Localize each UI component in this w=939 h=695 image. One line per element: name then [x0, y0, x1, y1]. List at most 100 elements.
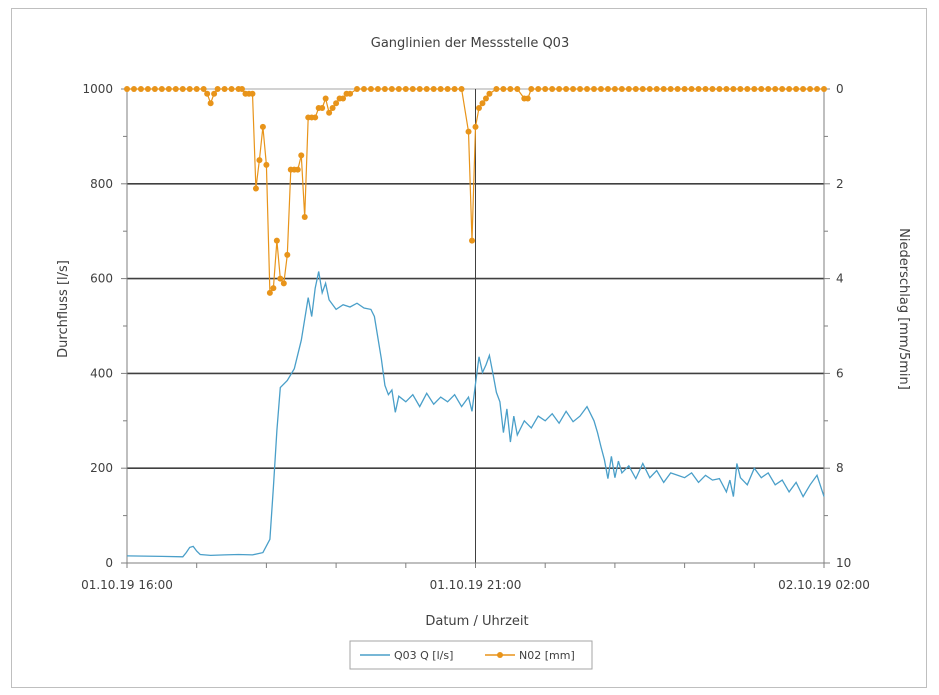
- n02-point: [469, 237, 476, 244]
- n02-point: [765, 86, 772, 92]
- n02-point: [347, 90, 354, 97]
- n02-point: [204, 90, 211, 97]
- y-left-tick-label: 800: [90, 177, 113, 191]
- n02-point: [458, 86, 465, 92]
- chart: Ganglinien der Messstelle Q03 Durchfluss…: [56, 36, 911, 670]
- n02-point: [395, 86, 402, 92]
- n02-point: [340, 95, 347, 102]
- n02-point: [165, 86, 172, 92]
- n02-point: [524, 95, 531, 102]
- n02-point: [437, 86, 444, 92]
- n02-point: [479, 100, 486, 107]
- y-right-tick-label: 10: [836, 556, 851, 570]
- n02-point: [193, 86, 200, 92]
- n02-point: [751, 86, 758, 92]
- n02-point: [256, 157, 263, 164]
- n02-point: [486, 90, 493, 97]
- n02-point: [207, 100, 214, 107]
- chart-frame: Ganglinien der Messstelle Q03 Durchfluss…: [11, 8, 927, 688]
- n02-point: [294, 166, 301, 173]
- n02-point: [381, 86, 388, 92]
- n02-point: [144, 86, 151, 92]
- n02-point: [807, 86, 814, 92]
- n02-point: [493, 86, 500, 92]
- n02-point: [263, 161, 270, 168]
- n02-point: [542, 86, 549, 92]
- n02-point: [688, 86, 695, 92]
- y-right-tick-label: 6: [836, 366, 844, 380]
- x-tick-label: 02.10.19 02:00: [778, 578, 870, 592]
- n02-point: [786, 86, 793, 92]
- n02-point: [221, 86, 228, 92]
- n02-point: [319, 104, 326, 111]
- legend-label-n02: N02 [mm]: [519, 649, 575, 662]
- y-right-tick-label: 4: [836, 272, 844, 286]
- n02-point: [475, 104, 482, 111]
- n02-point: [374, 86, 381, 92]
- n02-point: [744, 86, 751, 92]
- n02-point: [821, 86, 827, 92]
- n02-point: [472, 123, 479, 130]
- n02-point: [674, 86, 681, 92]
- n02-point: [611, 86, 618, 92]
- n02-point: [124, 86, 130, 92]
- plot-area: 0 200 400 600 800 1000 0 2 4 6 8 10 01.10.19 16:00 01…: [81, 82, 870, 592]
- n02-point: [172, 86, 179, 92]
- n02-point: [737, 86, 744, 92]
- n02-point: [266, 289, 273, 296]
- y-axis-right-label: Niederschlag [mm/5min]: [896, 228, 911, 390]
- n02-point: [556, 86, 563, 92]
- n02-point: [758, 86, 765, 92]
- n02-point: [814, 86, 821, 92]
- x-tick-label: 01.10.19 16:00: [81, 578, 173, 592]
- n02-point: [430, 86, 437, 92]
- n02-point: [326, 109, 333, 116]
- n02-point: [444, 86, 451, 92]
- n02-point: [535, 86, 542, 92]
- n02-point: [249, 90, 256, 97]
- n02-point: [151, 86, 158, 92]
- n02-point: [301, 213, 308, 220]
- n02-point: [388, 86, 395, 92]
- legend-label-q03: Q03 Q [l/s]: [394, 649, 453, 662]
- n02-point: [270, 285, 277, 292]
- n02-point: [549, 86, 556, 92]
- n02-point: [322, 95, 329, 102]
- n02-point: [360, 86, 367, 92]
- n02-point: [367, 86, 374, 92]
- n02-point: [772, 86, 779, 92]
- n02-point: [312, 114, 319, 121]
- n02-point: [563, 86, 570, 92]
- n02-point: [632, 86, 639, 92]
- n02-point: [211, 90, 218, 97]
- y-right-tick-label: 2: [836, 177, 844, 191]
- n02-point: [800, 86, 807, 92]
- n02-point: [590, 86, 597, 92]
- n02-point: [158, 86, 165, 92]
- n02-point: [186, 86, 193, 92]
- n02-point: [277, 275, 284, 282]
- y-left-tick-label: 0: [105, 556, 113, 570]
- n02-point: [660, 86, 667, 92]
- n02-point: [653, 86, 660, 92]
- y-right-tick-label: 0: [836, 82, 844, 96]
- n02-point: [618, 86, 625, 92]
- y-left-tick-label: 1000: [82, 82, 113, 96]
- n02-point: [284, 251, 291, 258]
- n02-point: [329, 104, 336, 111]
- n02-point: [702, 86, 709, 92]
- n02-point: [200, 86, 207, 92]
- n02-point: [500, 86, 507, 92]
- n02-point: [137, 86, 144, 92]
- x-tick-label: 01.10.19 21:00: [430, 578, 522, 592]
- n02-point: [333, 100, 340, 107]
- legend-box: [349, 640, 593, 670]
- n02-point: [507, 86, 514, 92]
- n02-point: [639, 86, 646, 92]
- n02-point: [228, 86, 235, 92]
- n02-point: [667, 86, 674, 92]
- n02-point: [695, 86, 702, 92]
- y-right-tick-label: 8: [836, 461, 844, 475]
- x-axis-label: Datum / Uhrzeit: [425, 614, 528, 629]
- n02-point: [723, 86, 730, 92]
